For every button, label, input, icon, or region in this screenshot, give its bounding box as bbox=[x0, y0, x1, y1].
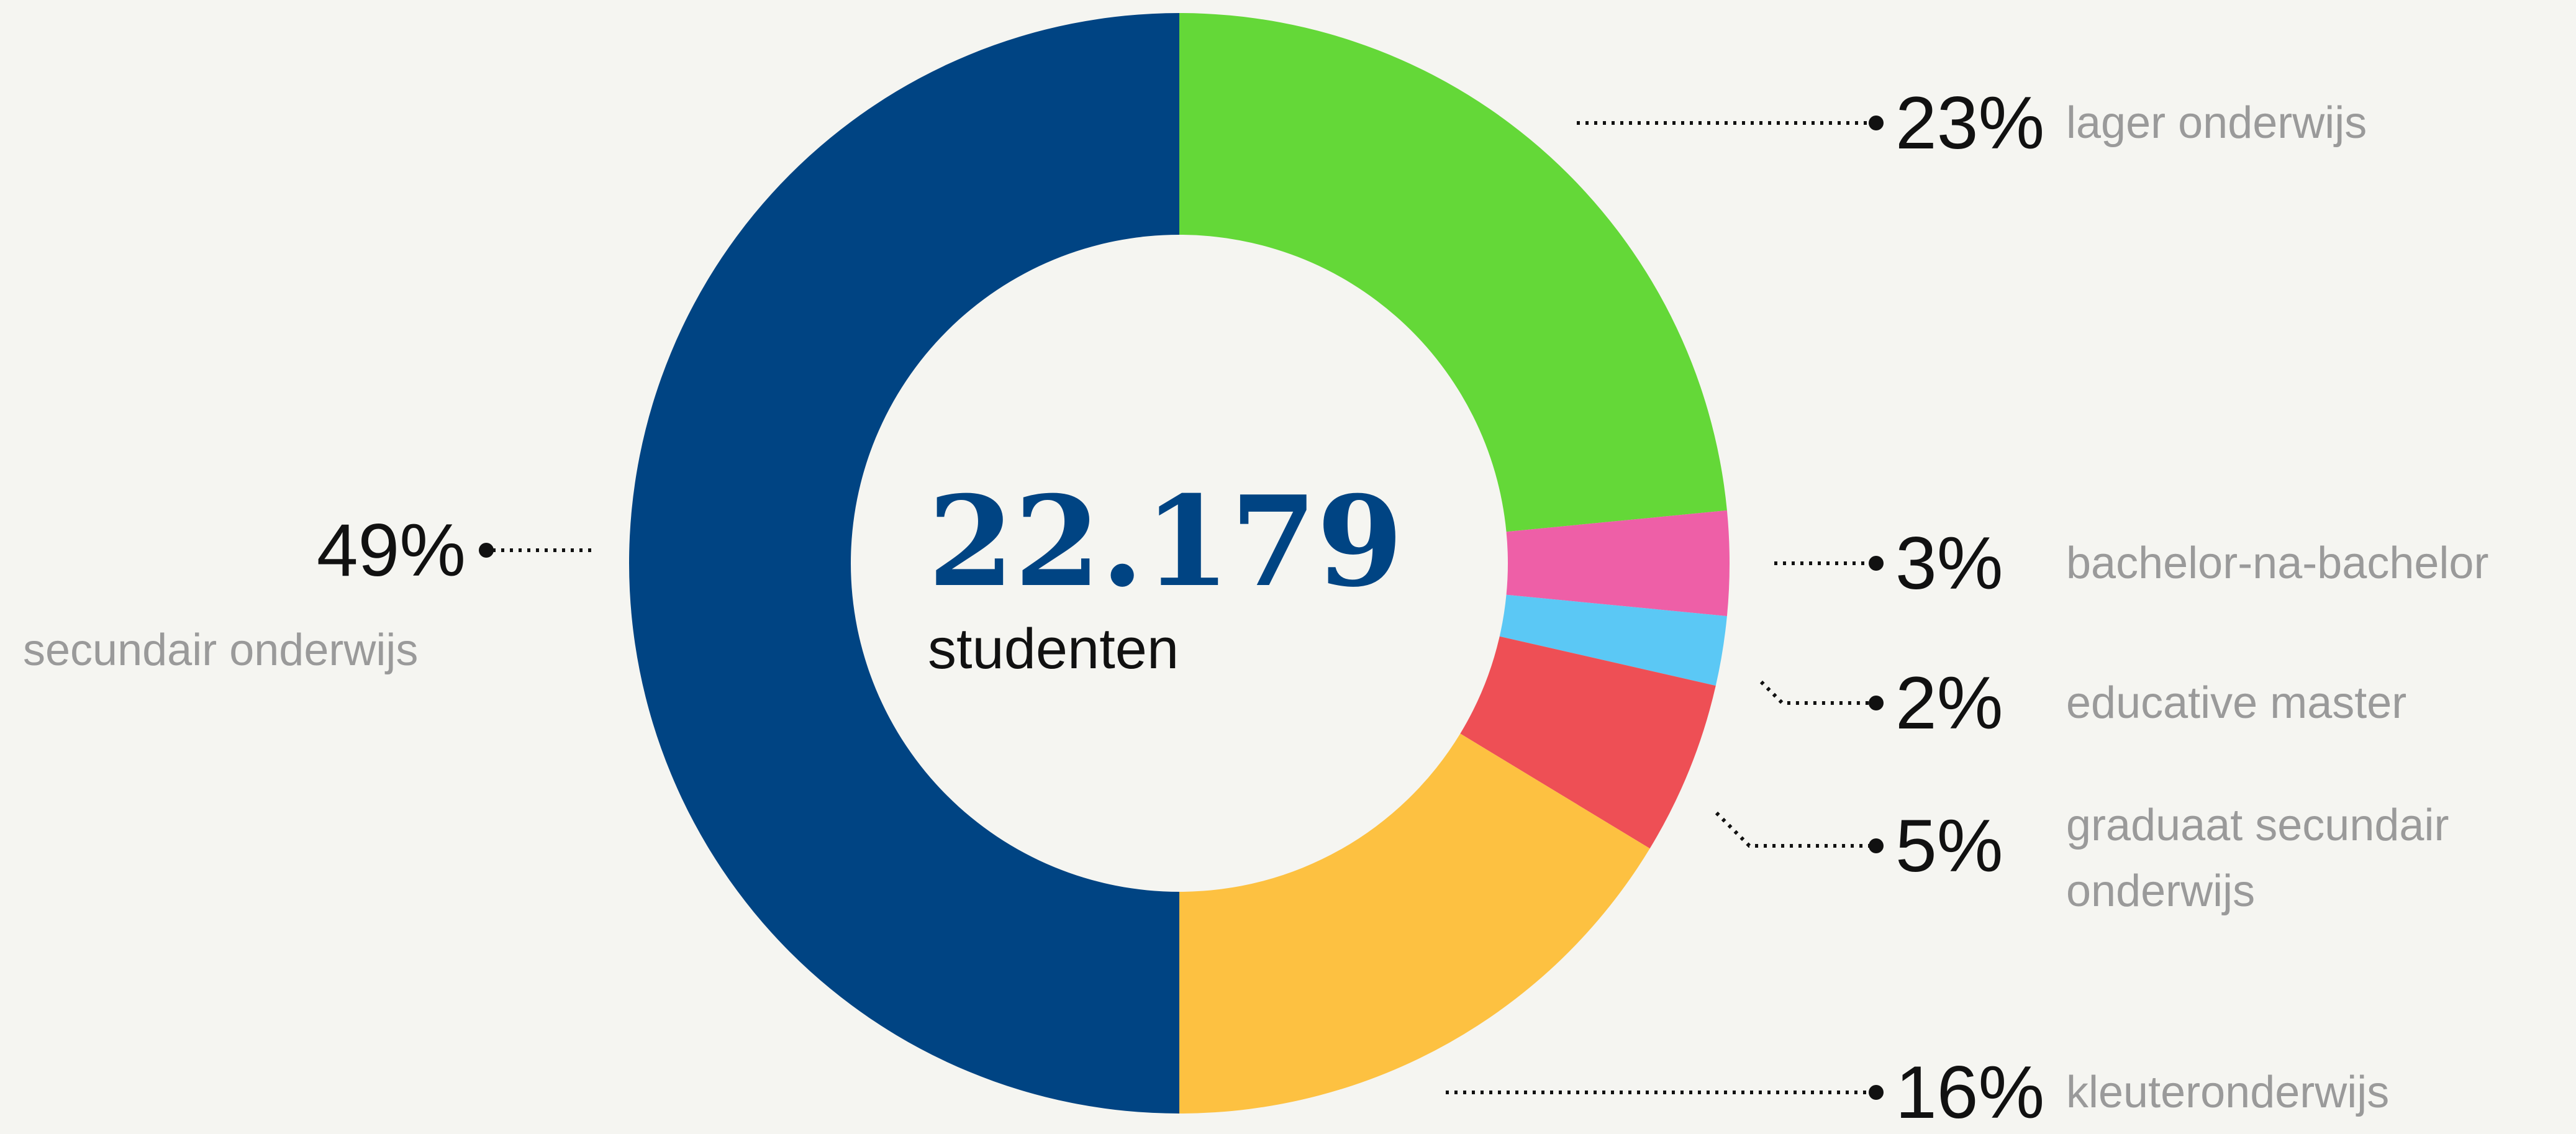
leader-dot bbox=[1869, 556, 1884, 571]
donut-segment bbox=[1460, 636, 1716, 849]
value-label: 2% bbox=[1895, 661, 2003, 745]
donut-segment bbox=[1179, 733, 1650, 1114]
center-value: 22.179 bbox=[928, 469, 1404, 615]
leader-line bbox=[1715, 811, 1876, 848]
value-label: 3% bbox=[1895, 522, 2003, 605]
value-label: 23% bbox=[1895, 81, 2045, 165]
category-label: graduaat secundair onderwijs bbox=[2066, 801, 2449, 916]
leader-dot bbox=[1869, 116, 1884, 130]
donut-segment bbox=[629, 13, 1179, 1114]
category-label: kleuteronderwijs bbox=[2066, 1068, 2390, 1117]
donut-segment bbox=[1506, 510, 1730, 617]
leader-dot bbox=[1869, 838, 1884, 853]
category-label: bachelor-na-bachelor bbox=[2066, 538, 2489, 588]
leader-dot bbox=[1869, 1085, 1884, 1100]
category-label: educative master bbox=[2066, 678, 2407, 728]
leader-line bbox=[1759, 680, 1876, 705]
category-label: secundair onderwijs bbox=[23, 625, 419, 675]
value-label: 49% bbox=[316, 509, 466, 592]
donut-segment bbox=[1499, 594, 1727, 686]
leader-dot bbox=[1869, 696, 1884, 710]
donut-segment bbox=[1179, 13, 1727, 532]
category-label: lager onderwijs bbox=[2066, 98, 2367, 148]
value-label: 5% bbox=[1895, 804, 2003, 887]
center-label: studenten bbox=[928, 617, 1179, 681]
leader-dot bbox=[479, 543, 494, 558]
value-label: 16% bbox=[1895, 1051, 2045, 1134]
